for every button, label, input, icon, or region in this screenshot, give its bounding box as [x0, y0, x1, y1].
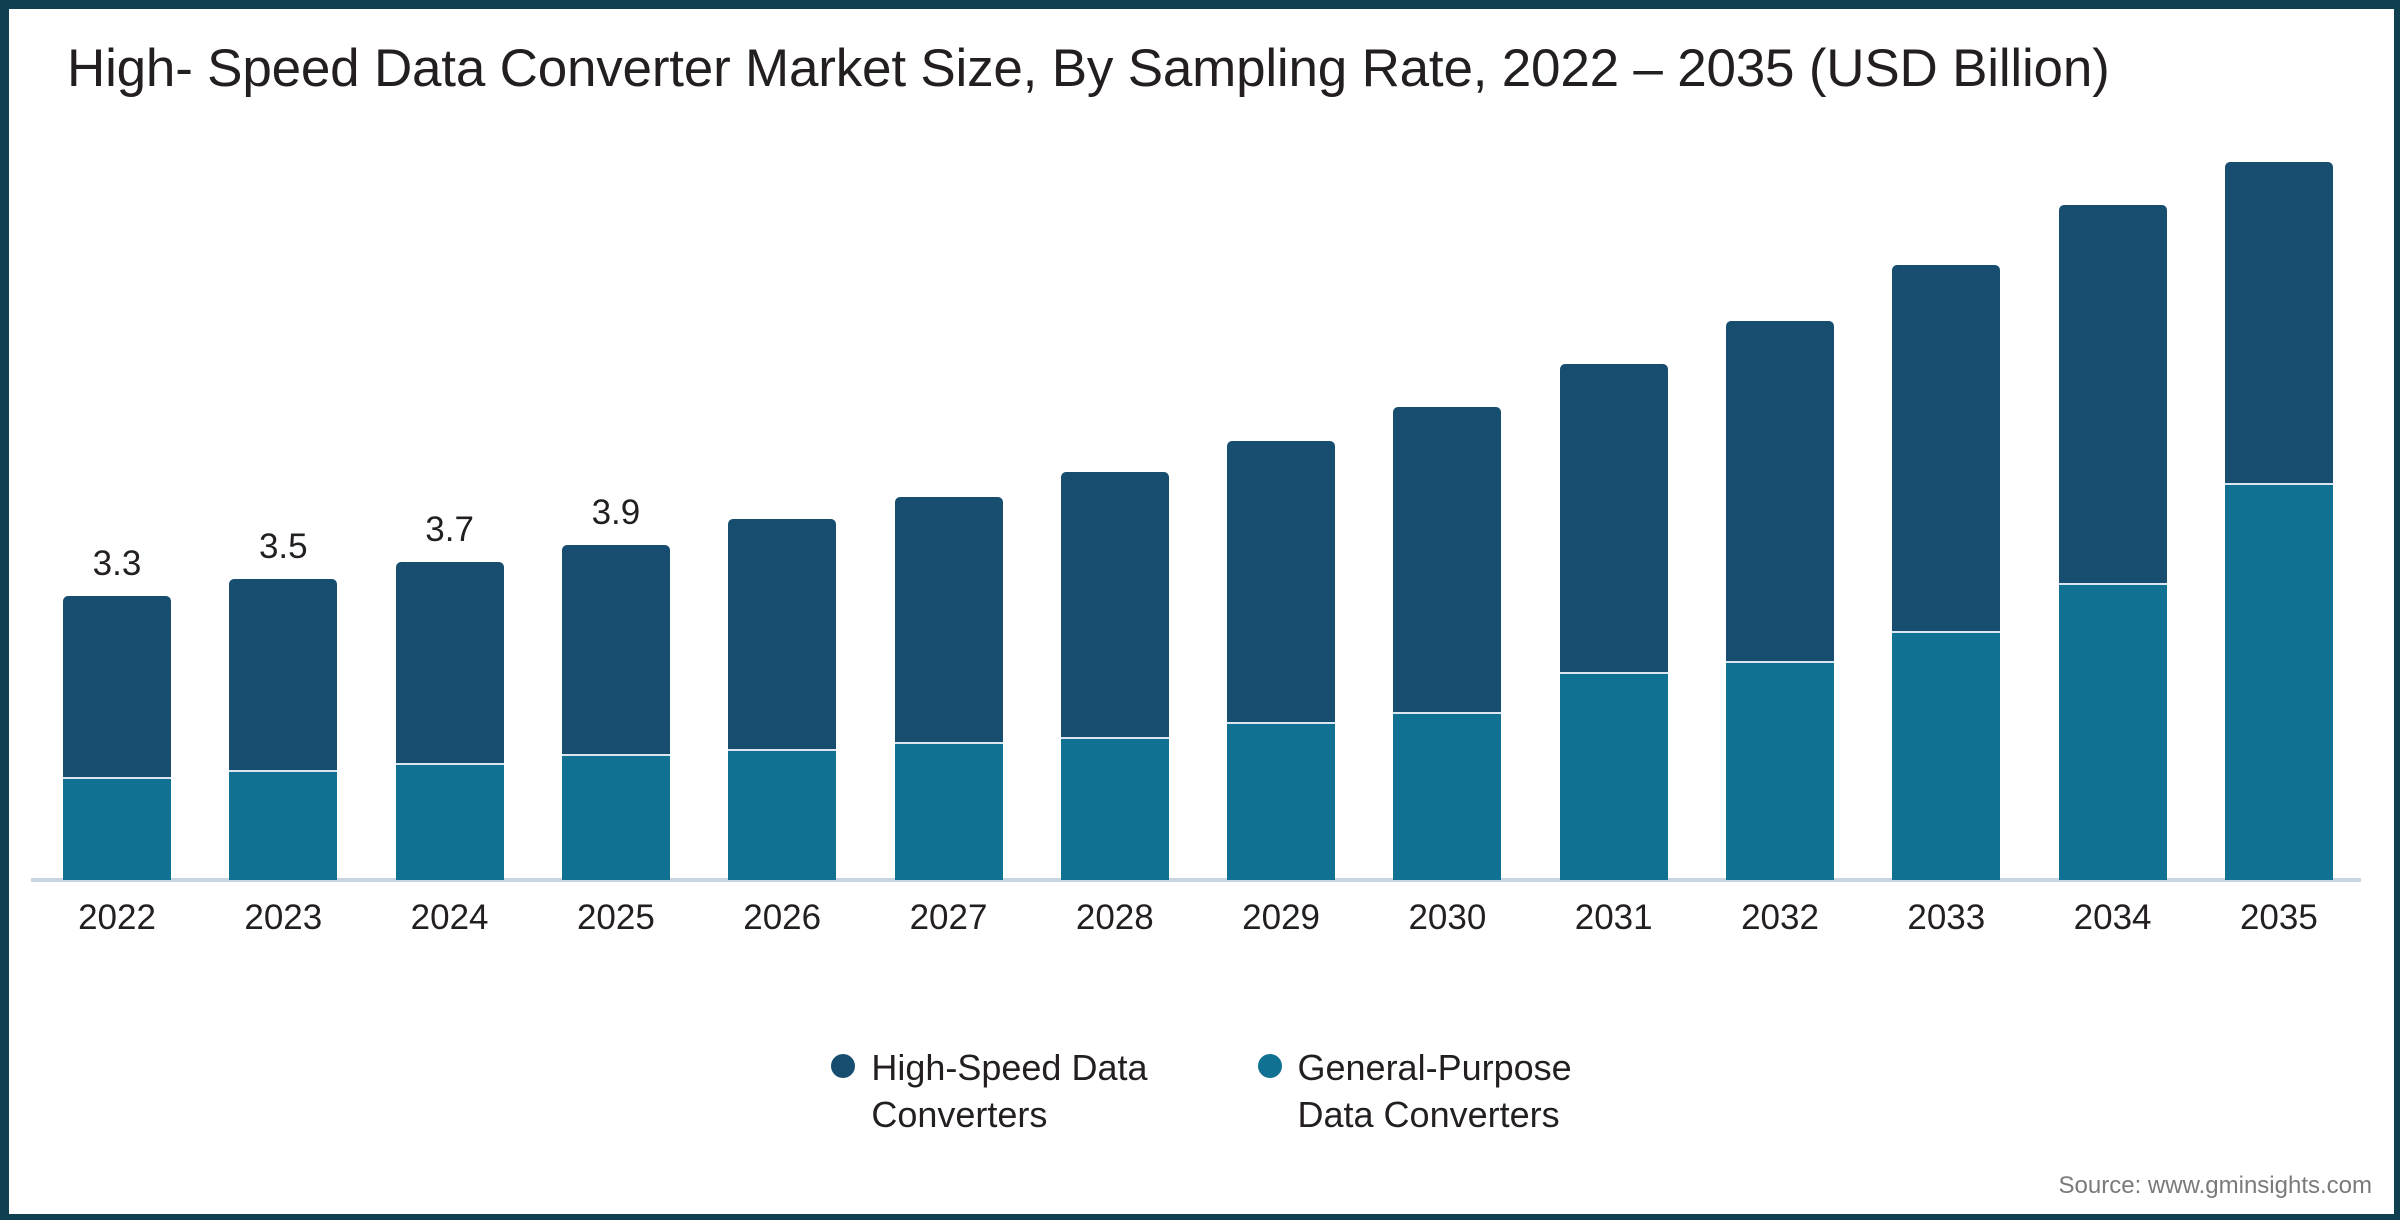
bar-segment-general-purpose-2032	[1726, 660, 1834, 880]
bar-segment-high-speed-2024	[395, 561, 504, 764]
data-label-2023: 3.5	[258, 527, 308, 566]
chart-canvas: High- Speed Data Converter Market Size, …	[9, 9, 2394, 1214]
x-tick-label-2025: 2025	[576, 898, 655, 937]
x-tick-label-2035: 2035	[2239, 898, 2318, 937]
chart-legend: High-Speed Data Converters General-Purpos…	[9, 1044, 2394, 1138]
bar-segment-general-purpose-2030	[1393, 712, 1502, 880]
data-label-2025: 3.9	[591, 492, 641, 532]
x-tick-label-2030: 2030	[1408, 898, 1487, 937]
x-tick-label-2029: 2029	[1242, 898, 1321, 937]
x-tick-label-2034: 2034	[2073, 898, 2152, 937]
legend-item-1[interactable]: High-Speed Data Converters	[831, 1044, 1148, 1138]
bar-segment-high-speed-2030	[1393, 407, 1502, 713]
bar-2031	[1559, 364, 1668, 880]
bar-2022	[63, 596, 171, 880]
x-tick-label-2031: 2031	[1574, 898, 1653, 937]
bar-segment-high-speed-2028	[1060, 471, 1169, 738]
bar-segment-general-purpose-2025	[561, 754, 670, 880]
legend-item-2[interactable]: General-Purpose Data Converters	[1257, 1044, 1572, 1138]
bar-segment-general-purpose-2027	[894, 742, 1003, 880]
bar-segment-high-speed-2031	[1559, 364, 1668, 672]
x-tick-label-2026: 2026	[743, 898, 822, 937]
x-tick-label-2022: 2022	[78, 898, 156, 937]
bar-segment-general-purpose-2028	[1060, 737, 1169, 880]
bar-segment-general-purpose-2034	[2058, 583, 2167, 880]
bar-2023	[229, 579, 338, 880]
bar-2035	[2224, 161, 2333, 880]
bar-segment-high-speed-2027	[894, 497, 1003, 743]
bar-2025	[561, 544, 670, 880]
data-label-2022: 3.3	[92, 544, 142, 584]
bar-segment-general-purpose-2024	[395, 763, 504, 880]
bar-segment-general-purpose-2033	[1892, 630, 2001, 880]
x-axis-line	[31, 878, 2361, 882]
x-tick-label-2033: 2033	[1907, 898, 1986, 937]
x-tick-label-2023: 2023	[244, 898, 323, 937]
bar-2030	[1393, 407, 1502, 880]
x-tick-label-2028: 2028	[1075, 898, 1154, 937]
bar-segment-high-speed-2022	[63, 596, 171, 777]
bar-2032	[1726, 321, 1834, 880]
bar-segment-high-speed-2035	[2224, 161, 2333, 483]
x-tick-label-2032: 2032	[1741, 898, 1819, 937]
bar-segment-general-purpose-2031	[1559, 671, 1668, 880]
bar-segment-high-speed-2029	[1227, 441, 1336, 722]
bar-2033	[1892, 265, 2001, 880]
legend-label: High-Speed Data Converters	[871, 1047, 1148, 1135]
chart-title: High- Speed Data Converter Market Size, …	[67, 39, 2110, 98]
bar-segment-high-speed-2032	[1726, 321, 1834, 661]
bar-2024	[395, 561, 504, 880]
bar-2029	[1227, 441, 1336, 880]
bar-segment-general-purpose-2023	[229, 769, 338, 880]
legend-swatch-icon	[831, 1054, 856, 1078]
bar-segment-high-speed-2026	[728, 518, 837, 750]
bar-2026	[728, 518, 837, 880]
legend-label: General-Purpose Data Converters	[1297, 1047, 1572, 1135]
bar-segment-high-speed-2034	[2058, 204, 2167, 584]
x-tick-label-2027: 2027	[909, 898, 988, 937]
bar-segment-high-speed-2025	[561, 544, 670, 755]
bar-segment-general-purpose-2026	[728, 749, 837, 880]
source-attribution: Source: www.gminsights.com	[2058, 1172, 2372, 1199]
bar-2027	[894, 497, 1003, 880]
bar-segment-general-purpose-2035	[2224, 482, 2333, 880]
data-label-2024: 3.7	[425, 509, 474, 549]
bar-segment-high-speed-2023	[229, 579, 338, 770]
bar-2034	[2058, 204, 2167, 880]
plot-area: 2022 2023 2024 2025 2026 2027 2028 2029 2030 2031…	[9, 9, 2394, 1214]
bar-segment-general-purpose-2022	[63, 776, 171, 880]
bar-2028	[1060, 471, 1169, 881]
x-tick-label-2024: 2024	[410, 898, 489, 937]
legend-swatch-icon	[1257, 1054, 1282, 1078]
bar-segment-general-purpose-2029	[1227, 721, 1336, 880]
bar-segment-high-speed-2033	[1892, 265, 2001, 631]
